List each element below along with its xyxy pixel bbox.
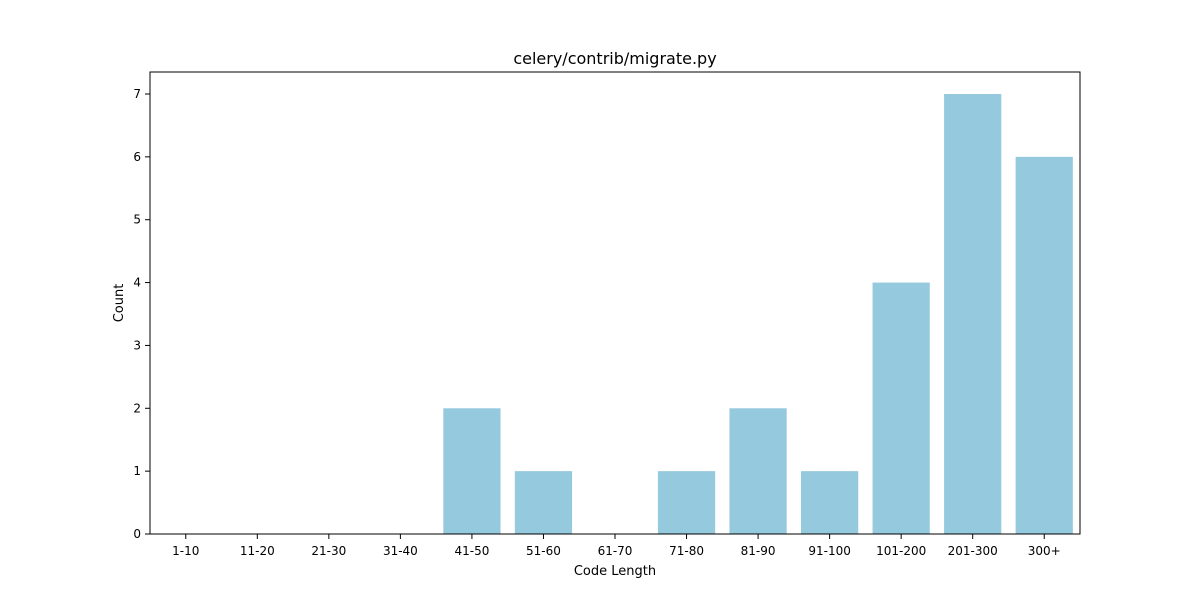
bar-51-60 (514, 471, 573, 534)
x-axis-ticks: 1-10 11-20 21-30 31-40 41-50 51-60 61-70 71-80 8… (172, 534, 1061, 558)
bar-101-200 (872, 282, 930, 534)
y-tick-label: 3 (133, 338, 141, 352)
bar-41-50 (443, 408, 501, 534)
y-axis-ticks: 0 1 2 3 4 5 6 7 (133, 87, 150, 541)
x-tick-label: 31-40 (383, 544, 418, 558)
x-tick-label: 61-70 (598, 544, 633, 558)
y-tick-label: 5 (133, 213, 141, 227)
y-tick-label: 1 (133, 464, 141, 478)
x-tick-label: 11-20 (240, 544, 275, 558)
bar-91-100 (801, 471, 859, 534)
y-tick-label: 0 (133, 527, 141, 541)
bar-81-90 (729, 408, 787, 534)
x-tick-label: 91-100 (808, 544, 851, 558)
plot-frame (149, 71, 1081, 535)
x-tick-label: 300+ (1028, 544, 1061, 558)
y-axis-label: Count (112, 284, 127, 323)
x-tick-label: 21-30 (311, 544, 346, 558)
x-tick-label: 51-60 (526, 544, 561, 558)
x-tick-label: 71-80 (669, 544, 704, 558)
y-tick-label: 4 (133, 276, 141, 290)
x-axis-label: Code Length (574, 564, 656, 579)
y-tick-label: 6 (133, 150, 141, 164)
x-tick-label: 1-10 (172, 544, 199, 558)
x-tick-label: 101-200 (876, 544, 926, 558)
x-tick-label: 41-50 (454, 544, 489, 558)
bar-71-80 (657, 471, 716, 534)
y-tick-label: 2 (133, 401, 141, 415)
y-tick-label: 7 (133, 87, 141, 101)
chart-title: celery/contrib/migrate.py (513, 49, 716, 68)
x-tick-label: 201-300 (948, 544, 998, 558)
bars-group (443, 94, 1073, 534)
bar-300+ (1015, 156, 1073, 534)
bar-201-300 (944, 94, 1002, 534)
x-tick-label: 81-90 (741, 544, 776, 558)
